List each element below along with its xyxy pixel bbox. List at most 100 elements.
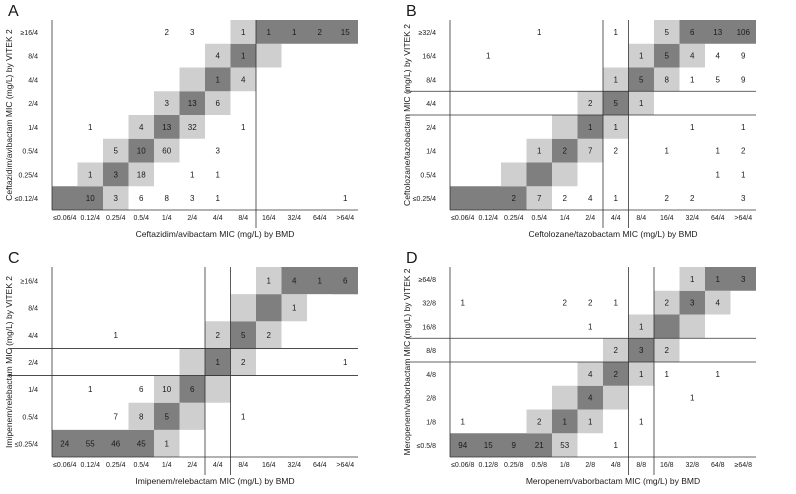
- shade-cell: [179, 348, 205, 376]
- shade-cell: [603, 115, 629, 139]
- count-label: 4: [241, 75, 246, 84]
- shade-cell: [179, 402, 205, 430]
- y-tick-label: 16/4: [422, 54, 436, 61]
- x-tick-label: 0.25/4: [106, 215, 126, 222]
- shade-cell: [628, 91, 654, 115]
- count-label: 1: [614, 299, 619, 308]
- x-axis-title: Imipenem/relebactam MIC (mg/L) by BMD: [135, 476, 294, 486]
- count-label: 1: [716, 170, 721, 179]
- shade-cell: [256, 294, 282, 322]
- count-label: 6: [139, 194, 144, 203]
- x-tick-label: 4/8: [611, 462, 621, 469]
- count-label: 5: [241, 331, 246, 340]
- x-tick-label: 64/4: [313, 215, 327, 222]
- count-label: 8: [139, 412, 144, 421]
- count-label: 2: [614, 346, 619, 355]
- y-tick-label: 8/4: [28, 54, 38, 61]
- count-label: 2: [563, 194, 568, 203]
- shade-cell: [628, 338, 654, 362]
- count-label: 4: [716, 299, 721, 308]
- count-label: 2: [563, 147, 568, 156]
- x-tick-label: 0.5/4: [133, 215, 149, 222]
- shade-cell: [281, 294, 307, 322]
- x-tick-label: 0.12/4: [81, 462, 101, 469]
- count-label: 1: [588, 417, 593, 426]
- y-tick-label: 0.25/4: [19, 172, 39, 179]
- shade-cell: [128, 115, 154, 139]
- count-label: 8: [665, 75, 670, 84]
- count-label: 24: [60, 439, 69, 448]
- shade-cell: [679, 20, 705, 44]
- count-label: 3: [114, 194, 119, 203]
- shade-cell: [103, 162, 129, 187]
- y-axis-title: Imipenem/relebactam MIC (mg/L) by VITEK …: [4, 276, 14, 448]
- shade-cell: [501, 162, 527, 187]
- count-label: 10: [86, 194, 95, 203]
- panel-letter-a: A: [8, 3, 19, 20]
- x-tick-label: 0.12/4: [81, 215, 101, 222]
- count-label: 2: [537, 417, 542, 426]
- count-label: 1: [537, 147, 542, 156]
- y-tick-label: 1/4: [28, 387, 38, 394]
- shade-cell: [552, 115, 578, 139]
- y-tick-label: ≤0.12/4: [15, 196, 38, 203]
- shade-cell: [128, 429, 154, 457]
- count-label: 1: [343, 358, 348, 367]
- count-label: 1: [216, 170, 221, 179]
- count-label: 1: [461, 417, 466, 426]
- count-label: 1: [241, 52, 246, 61]
- x-tick-label: 0.12/8: [479, 462, 499, 469]
- y-tick-label: 8/4: [426, 77, 436, 84]
- shade-cell: [628, 362, 654, 386]
- count-label: 3: [639, 346, 644, 355]
- y-tick-label: 16/8: [422, 324, 436, 331]
- shade-cell: [179, 115, 205, 139]
- count-label: 53: [560, 441, 569, 450]
- shade-cell: [552, 433, 578, 457]
- x-tick-label: 0.12/4: [479, 215, 499, 222]
- count-label: 1: [690, 123, 695, 132]
- count-label: 1: [639, 417, 644, 426]
- y-tick-label: ≤0.25/4: [15, 441, 38, 448]
- x-tick-label: ≥64/8: [735, 462, 753, 469]
- shade-cell: [179, 91, 205, 115]
- shade-cell: [205, 348, 231, 376]
- x-tick-label: 4/4: [213, 462, 223, 469]
- shade-cell: [730, 267, 756, 291]
- panel-a: A 2 3 1 1 1 2 15 4 1 1 4 3 13 6 1 4 13 32 1 5 10 60 3 1 3 18 1 1 10 3 6…: [0, 0, 398, 247]
- shade-cell: [154, 375, 180, 403]
- shade-cell: [281, 20, 307, 44]
- shade-cell: [103, 138, 129, 163]
- x-tick-label: >64/4: [734, 215, 752, 222]
- shade-cell: [256, 43, 282, 68]
- count-label: 7: [114, 412, 119, 421]
- count-label: 1: [343, 194, 348, 203]
- y-tick-label: 4/4: [28, 77, 38, 84]
- x-tick-label: 32/8: [685, 462, 699, 469]
- shade-cell: [705, 20, 731, 44]
- shade-cell: [577, 385, 603, 410]
- count-label: 1: [614, 441, 619, 450]
- x-tick-label: 1/4: [162, 215, 172, 222]
- count-label: 9: [512, 441, 517, 450]
- shade-cell: [679, 290, 705, 315]
- shade-cell: [552, 162, 578, 187]
- shade-cell: [103, 429, 129, 457]
- panel-letter-d: D: [406, 250, 418, 267]
- count-label: 1: [114, 331, 119, 340]
- shade-cell: [128, 162, 154, 187]
- x-tick-label: 8/4: [238, 462, 248, 469]
- shade-cell: [552, 385, 578, 410]
- count-label: 5: [716, 75, 721, 84]
- shade-cell: [52, 429, 78, 457]
- count-label: 10: [137, 147, 146, 156]
- count-label: 1: [741, 170, 746, 179]
- count-label: 1: [741, 123, 746, 132]
- shade-cell: [705, 290, 731, 315]
- count-label: 1: [241, 412, 246, 421]
- heatmap-c: C1 4 1 611 2 5 21 2 11 6 10 67 8 5 124 55 46 45 1≤0.06/4 0.…: [4, 250, 358, 486]
- panel-c: C 1 4 1 6 1 1 2 5 2 1 2 1 1 6 10 6 7 8 5 1 24 55 46 45 1 ≤0.06/4 0.…: [0, 247, 398, 494]
- count-label: 6: [690, 28, 695, 37]
- shade-cell: [230, 294, 256, 322]
- count-label: 2: [588, 99, 593, 108]
